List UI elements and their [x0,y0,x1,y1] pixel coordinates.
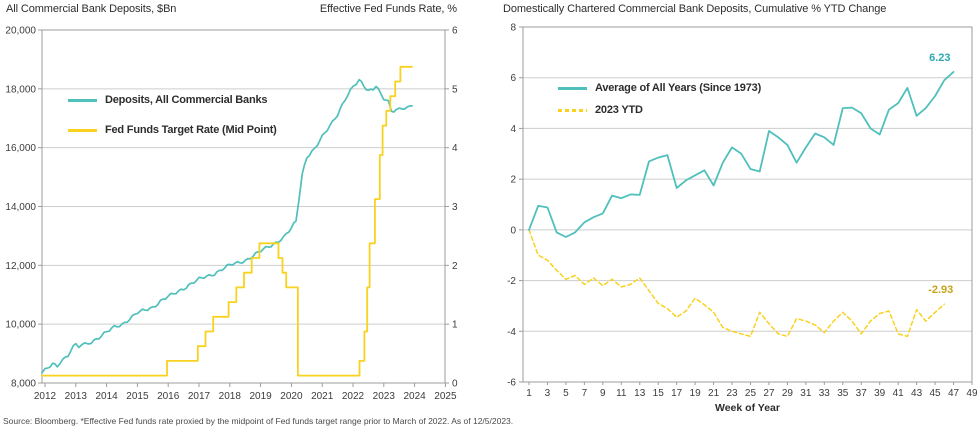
svg-text:27: 27 [763,388,775,399]
svg-text:0: 0 [510,225,516,236]
legend-item-average: Average of All Years (Since 1973) [558,81,761,95]
legend-item-deposits: Deposits, All Commercial Banks [68,93,277,107]
svg-text:7: 7 [582,388,588,399]
svg-text:31: 31 [800,388,812,399]
ytd-2023-line-swatch [558,108,587,112]
svg-text:8: 8 [510,23,516,34]
average-legend-label: Average of All Years (Since 1973) [595,82,762,94]
svg-text:4: 4 [510,124,516,135]
svg-text:39: 39 [874,388,886,399]
svg-text:11: 11 [616,388,627,399]
svg-text:10,000: 10,000 [5,320,36,331]
ytd-change-panel: Domestically Chartered Commercial Bank D… [500,0,980,431]
svg-text:18,000: 18,000 [5,84,36,95]
svg-text:2021: 2021 [311,391,334,402]
svg-text:2024: 2024 [403,391,426,402]
svg-text:-6: -6 [507,378,516,389]
svg-text:-2.93: -2.93 [928,284,953,296]
svg-text:12,000: 12,000 [5,261,36,272]
svg-text:17: 17 [671,388,683,399]
svg-text:6.23: 6.23 [929,52,950,64]
svg-text:14,000: 14,000 [5,202,36,213]
svg-text:33: 33 [819,388,831,399]
right-chart-legend: Average of All Years (Since 1973) 2023 Y… [558,81,761,125]
svg-text:Week of Year: Week of Year [715,402,780,414]
svg-text:5: 5 [563,388,569,399]
left-chart-right-axis-title: Effective Fed Funds Rate, % [319,3,457,15]
deposits-fedfunds-panel: All Commercial Bank Deposits, $Bn Effect… [0,0,480,431]
svg-text:20,000: 20,000 [5,26,36,37]
svg-text:2016: 2016 [157,391,180,402]
average-line-swatch [558,86,587,90]
svg-text:6: 6 [452,26,458,37]
svg-text:16,000: 16,000 [5,143,36,154]
svg-text:2019: 2019 [249,391,272,402]
fed-funds-line-swatch [68,128,97,132]
svg-text:8,000: 8,000 [11,379,36,390]
svg-text:13: 13 [634,388,646,399]
svg-text:45: 45 [930,388,942,399]
svg-text:47: 47 [948,388,960,399]
svg-text:2022: 2022 [342,391,365,402]
svg-text:2: 2 [510,175,516,186]
svg-text:49: 49 [966,388,978,399]
svg-text:3: 3 [545,388,551,399]
svg-text:2: 2 [452,261,458,272]
svg-text:3: 3 [452,202,458,213]
legend-item-2023-ytd: 2023 YTD [558,103,761,117]
svg-text:4: 4 [452,143,458,154]
svg-text:15: 15 [653,388,665,399]
svg-text:2014: 2014 [95,391,118,402]
svg-text:-4: -4 [507,327,516,338]
left-chart-legend: Deposits, All Commercial Banks Fed Funds… [68,93,277,153]
svg-text:35: 35 [837,388,849,399]
svg-text:2017: 2017 [188,391,211,402]
svg-text:23: 23 [726,388,738,399]
svg-text:25: 25 [745,388,757,399]
fed-funds-legend-label: Fed Funds Target Rate (Mid Point) [105,124,277,136]
svg-text:21: 21 [708,388,720,399]
svg-text:2015: 2015 [126,391,149,402]
svg-text:5: 5 [452,84,458,95]
svg-text:0: 0 [452,379,458,390]
legend-item-fed-funds: Fed Funds Target Rate (Mid Point) [68,123,277,137]
svg-text:2018: 2018 [219,391,242,402]
right-chart-title: Domestically Chartered Commercial Bank D… [503,3,887,15]
svg-text:37: 37 [856,388,868,399]
deposits-legend-label: Deposits, All Commercial Banks [105,94,268,106]
svg-text:2013: 2013 [65,391,88,402]
svg-text:2025: 2025 [434,391,457,402]
left-chart-title: All Commercial Bank Deposits, $Bn [6,3,177,15]
source-note: Source: Bloomberg. *Effective Fed funds … [3,416,514,426]
deposits-line-swatch [68,98,97,102]
svg-text:19: 19 [690,388,702,399]
svg-text:-2: -2 [507,276,516,287]
svg-text:41: 41 [893,388,905,399]
svg-text:2020: 2020 [280,391,303,402]
svg-text:1: 1 [526,388,532,399]
svg-text:43: 43 [911,388,923,399]
svg-text:2023: 2023 [373,391,396,402]
deposits-fedfunds-chart: 8,000 10,000 12,000 14,000 16,000 18,000 20,00… [5,26,458,403]
svg-text:29: 29 [782,388,794,399]
ytd-2023-legend-label: 2023 YTD [595,104,643,116]
svg-text:6: 6 [510,73,516,84]
svg-text:2012: 2012 [34,391,57,402]
svg-text:1: 1 [452,320,458,331]
svg-text:9: 9 [600,388,606,399]
